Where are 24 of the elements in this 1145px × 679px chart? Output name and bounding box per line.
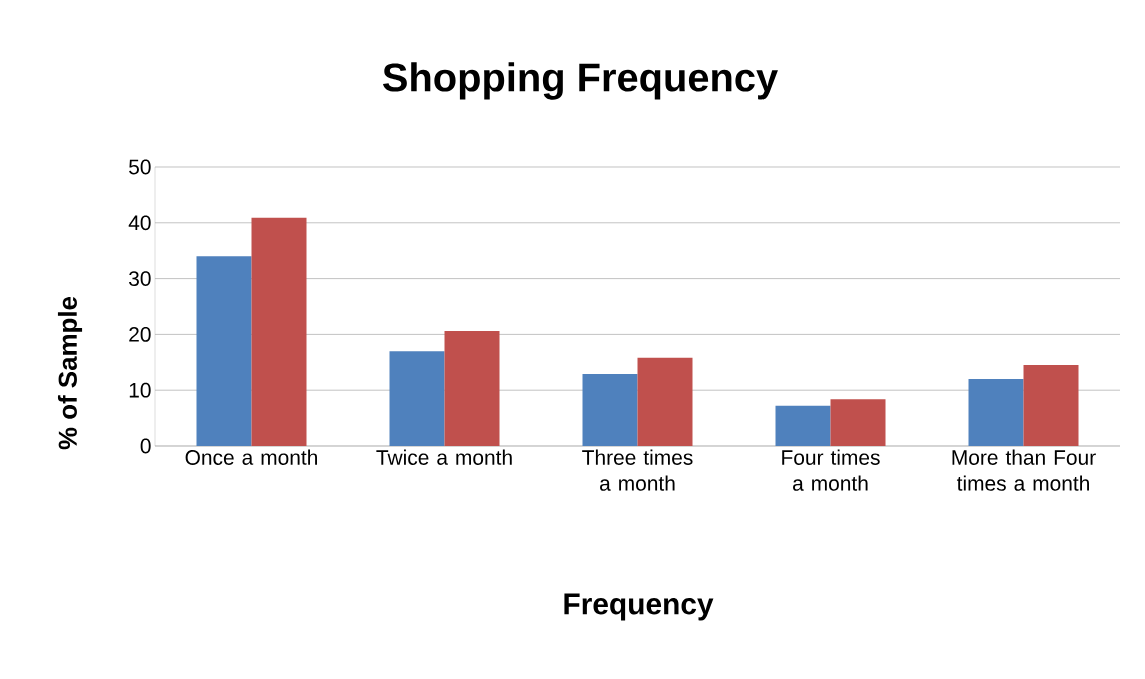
bar bbox=[251, 217, 307, 446]
x-tick-label: Once a month bbox=[185, 449, 317, 465]
x-axis-title: Frequency bbox=[564, 593, 714, 621]
bar bbox=[389, 351, 445, 446]
y-axis-title: % of Sample bbox=[57, 296, 83, 450]
x-tick-label: Three times a month bbox=[582, 449, 693, 491]
y-tick-label: 40 bbox=[128, 215, 151, 231]
bar bbox=[196, 256, 252, 446]
y-tick-label: 20 bbox=[129, 326, 151, 342]
chart-title: Shopping Frequency bbox=[382, 62, 778, 100]
y-tick-label: 10 bbox=[129, 382, 151, 398]
bar bbox=[775, 405, 831, 446]
bar bbox=[637, 357, 693, 446]
bar bbox=[830, 399, 886, 446]
y-tick-label: 30 bbox=[129, 271, 151, 286]
x-tick-label: Four times a month bbox=[782, 449, 880, 491]
x-tick-label: Twice a month bbox=[376, 449, 512, 465]
x-tick-label: More than Four times a month bbox=[952, 449, 1096, 491]
y-tick-label: 50 bbox=[129, 159, 151, 175]
bar bbox=[582, 374, 638, 446]
bar bbox=[968, 379, 1024, 446]
bar bbox=[444, 331, 500, 446]
y-tick-label: 0 bbox=[140, 438, 151, 454]
bar bbox=[1023, 365, 1079, 446]
